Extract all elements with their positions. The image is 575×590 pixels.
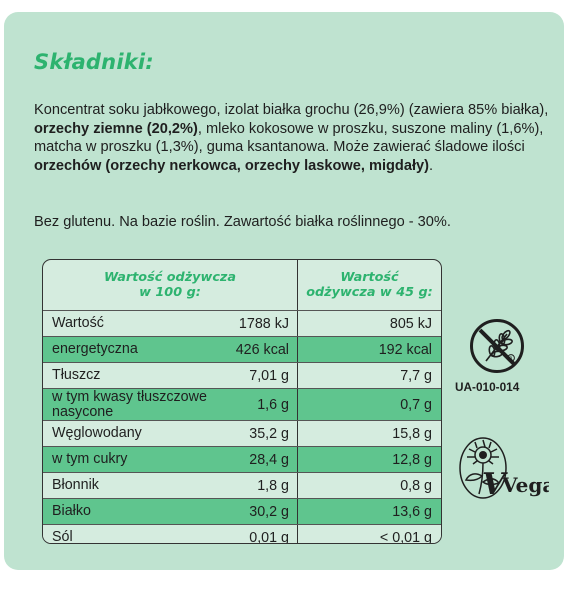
row-label: Węglowodany xyxy=(52,425,142,441)
crossed-grain-icon: R xyxy=(470,319,524,373)
ingredients-heading: Składniki: xyxy=(34,50,154,74)
row-value-per-100g: 7,01 g xyxy=(249,367,289,384)
table-row: Sól 0,01 g < 0,01 g xyxy=(43,524,441,544)
header-per-100g: Wartość odżywcza w 100 g: xyxy=(43,260,298,310)
row-value-per-45g: 13,6 g xyxy=(392,503,432,520)
row-value-per-100g: 426 kcal xyxy=(235,341,289,358)
table-row: Błonnik 1,8 g 0,8 g xyxy=(43,472,441,498)
row-label: w tym cukry xyxy=(52,451,128,467)
svg-text:R: R xyxy=(509,356,512,362)
vegan-sunflower-icon: V Vegan xyxy=(459,437,549,502)
nutrition-table: Wartość odżywcza w 100 g: Wartość odżywc… xyxy=(42,259,442,544)
nutrition-table-header: Wartość odżywcza w 100 g: Wartość odżywc… xyxy=(43,260,441,310)
svg-text:V: V xyxy=(482,467,508,502)
header-per-45g-line1: Wartość xyxy=(340,270,399,285)
header-per-45g: Wartość odżywcza w 45 g: xyxy=(298,260,441,310)
row-value-per-100g: 1788 kJ xyxy=(238,315,289,332)
gluten-free-code: UA-010-014 xyxy=(455,380,520,394)
table-row: Tłuszcz 7,01 g 7,7 g xyxy=(43,362,441,388)
row-label: energetyczna xyxy=(52,341,138,357)
ingredients-part-1: Koncentrat soku jabłkowego, izolat białk… xyxy=(34,102,549,118)
ingredients-part-3: . xyxy=(428,157,434,174)
row-label: Sól xyxy=(52,529,73,544)
table-row: energetyczna 426 kcal 192 kcal xyxy=(43,336,441,362)
row-value-per-100g: 1,6 g xyxy=(257,396,289,413)
row-value-per-100g: 1,8 g xyxy=(257,477,289,494)
row-label: w tym kwasy tłuszczowe nasycone xyxy=(52,388,207,420)
ingredients-allergen-peanuts: orzechy ziemne (20,2%) xyxy=(34,120,198,137)
row-value-per-45g: 7,7 g xyxy=(400,367,432,384)
ingredients-text: Koncentrat soku jabłkowego, izolat białk… xyxy=(34,101,554,175)
dietary-note: Bez glutenu. Na bazie roślin. Zawartość … xyxy=(34,214,451,230)
table-row: Węglowodany 35,2 g 15,8 g xyxy=(43,420,441,446)
row-label: Tłuszcz xyxy=(52,367,101,383)
row-label: Błonnik xyxy=(52,477,99,493)
row-value-per-100g: 28,4 g xyxy=(249,451,289,468)
row-value-per-45g: 0,7 g xyxy=(400,396,432,413)
table-row: w tym kwasy tłuszczowe nasycone 1,6 g 0,7… xyxy=(43,388,441,420)
row-value-per-45g: 0,8 g xyxy=(400,477,432,494)
row-label: Wartość xyxy=(52,315,104,331)
vegan-label: Vegan xyxy=(501,473,549,497)
row-value-per-100g: 30,2 g xyxy=(249,503,289,520)
ingredients-part-2: , mleko kokosowe w proszku, suszone mali… xyxy=(34,120,544,156)
table-row: Wartość 1788 kJ 805 kJ xyxy=(43,310,441,336)
row-value-per-45g: 15,8 g xyxy=(392,425,432,442)
header-per-100g-line2: w 100 g: xyxy=(139,285,201,300)
ingredients-allergen-nuts: orzechów (orzechy nerkowca, orzechy lask… xyxy=(34,157,429,174)
row-value-per-45g: 805 kJ xyxy=(389,315,432,332)
row-label: Białko xyxy=(52,503,91,519)
row-value-per-45g: 12,8 g xyxy=(392,451,432,468)
row-value-per-45g: < 0,01 g xyxy=(379,529,432,544)
header-per-45g-line2: odżywcza w 45 g: xyxy=(306,285,433,300)
table-row: w tym cukry 28,4 g 12,8 g xyxy=(43,446,441,472)
nutrition-rows: Wartość 1788 kJ 805 kJ energetyczna 426 kc… xyxy=(43,310,441,544)
row-value-per-100g: 0,01 g xyxy=(249,529,289,544)
row-value-per-45g: 192 kcal xyxy=(378,341,432,358)
header-per-100g-line1: Wartość odżywcza xyxy=(104,270,236,285)
table-row: Białko 30,2 g 13,6 g xyxy=(43,498,441,524)
row-value-per-100g: 35,2 g xyxy=(249,425,289,442)
